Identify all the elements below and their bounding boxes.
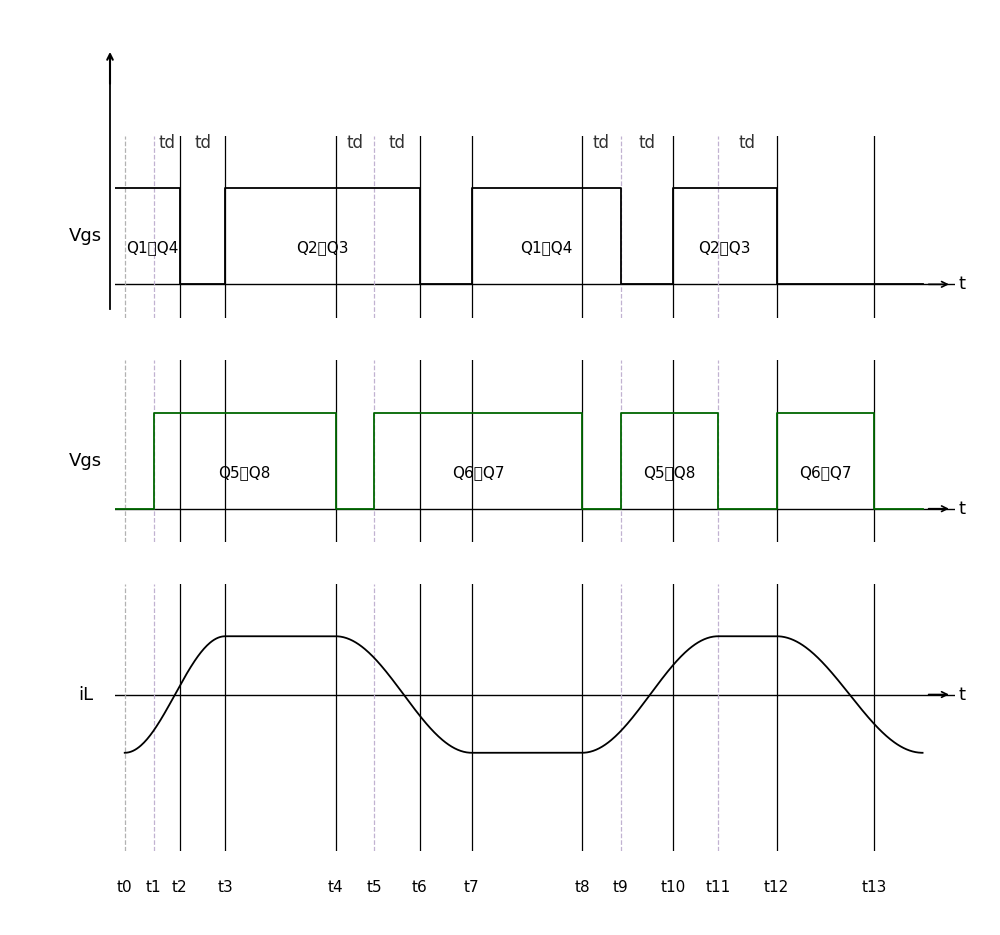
Text: iL: iL [78,685,93,703]
Text: td: td [347,134,364,151]
Text: t8: t8 [574,880,590,896]
Text: Vgs: Vgs [69,227,102,245]
Text: Q2、Q3: Q2、Q3 [698,240,751,255]
Text: t4: t4 [328,880,343,896]
Text: t3: t3 [217,880,233,896]
Text: t0: t0 [117,880,133,896]
Text: t7: t7 [464,880,480,896]
Text: td: td [739,134,756,151]
Text: td: td [389,134,406,151]
Text: t: t [958,499,965,518]
Text: Q6、Q7: Q6、Q7 [799,465,852,480]
Text: t: t [958,685,965,703]
Text: td: td [158,134,175,151]
Text: t10: t10 [660,880,685,896]
Text: Q5、Q8: Q5、Q8 [643,465,696,480]
Text: t11: t11 [706,880,731,896]
Text: Q6、Q7: Q6、Q7 [452,465,504,480]
Text: Q1、Q4: Q1、Q4 [520,240,573,255]
Text: td: td [638,134,655,151]
Text: t12: t12 [764,880,789,896]
Text: t9: t9 [613,880,629,896]
Text: t1: t1 [146,880,162,896]
Text: td: td [194,134,211,151]
Text: Q5、Q8: Q5、Q8 [219,465,271,480]
Text: t2: t2 [172,880,188,896]
Text: Vgs: Vgs [69,452,102,469]
Text: Q1、Q4: Q1、Q4 [126,240,178,255]
Text: t5: t5 [367,880,382,896]
Text: td: td [593,134,610,151]
Text: Q2、Q3: Q2、Q3 [296,240,349,255]
Text: t: t [958,275,965,294]
Text: t6: t6 [412,880,428,896]
Text: t13: t13 [861,880,887,896]
